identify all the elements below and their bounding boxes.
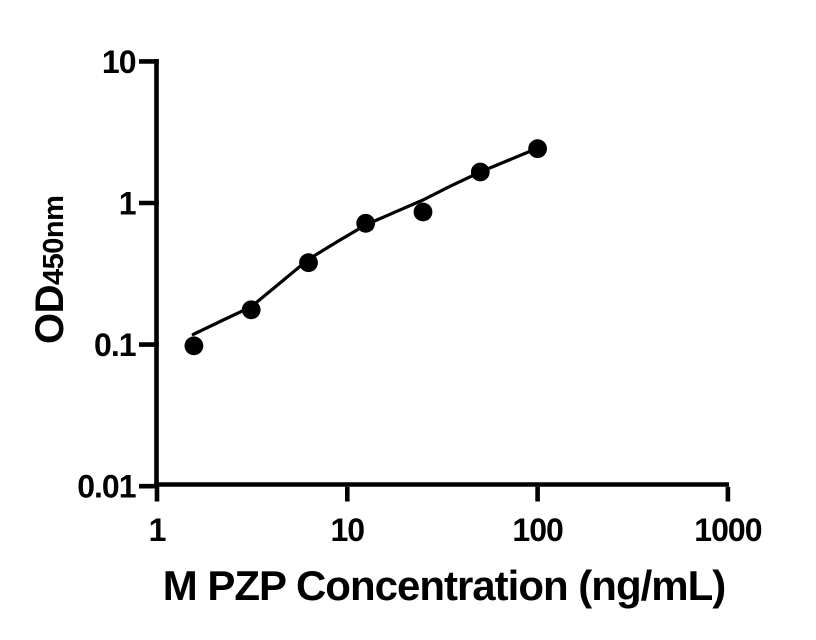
y-tick-label: 0.01	[77, 469, 135, 505]
x-tick-label: 1	[149, 512, 166, 548]
y-tick-label: 10	[102, 44, 136, 80]
x-tick-label: 10	[331, 512, 365, 548]
data-point	[413, 202, 433, 222]
axes	[154, 59, 729, 487]
y-tick-label: 0.1	[94, 327, 136, 363]
y-axis-title-main: OD	[28, 285, 72, 344]
data-point	[299, 253, 318, 273]
data-point	[184, 336, 204, 356]
x-tick-label: 100	[512, 512, 563, 548]
y-axis-title: OD450nm	[28, 196, 72, 344]
axis-ticks	[139, 59, 731, 502]
data-point	[470, 162, 490, 182]
data-point	[356, 213, 376, 233]
y-axis-title-sub: 450nm	[38, 196, 70, 285]
y-tick-label: 1	[119, 186, 136, 222]
data-point	[528, 139, 547, 159]
x-tick-label: 1000	[694, 512, 761, 548]
x-axis-title: M PZP Concentration (ng/mL)	[163, 562, 726, 609]
axis-tick-labels: 1 10 100 1000 10 1 0.1 0.01	[77, 44, 762, 548]
plot-area	[184, 139, 547, 356]
data-point	[241, 300, 261, 320]
